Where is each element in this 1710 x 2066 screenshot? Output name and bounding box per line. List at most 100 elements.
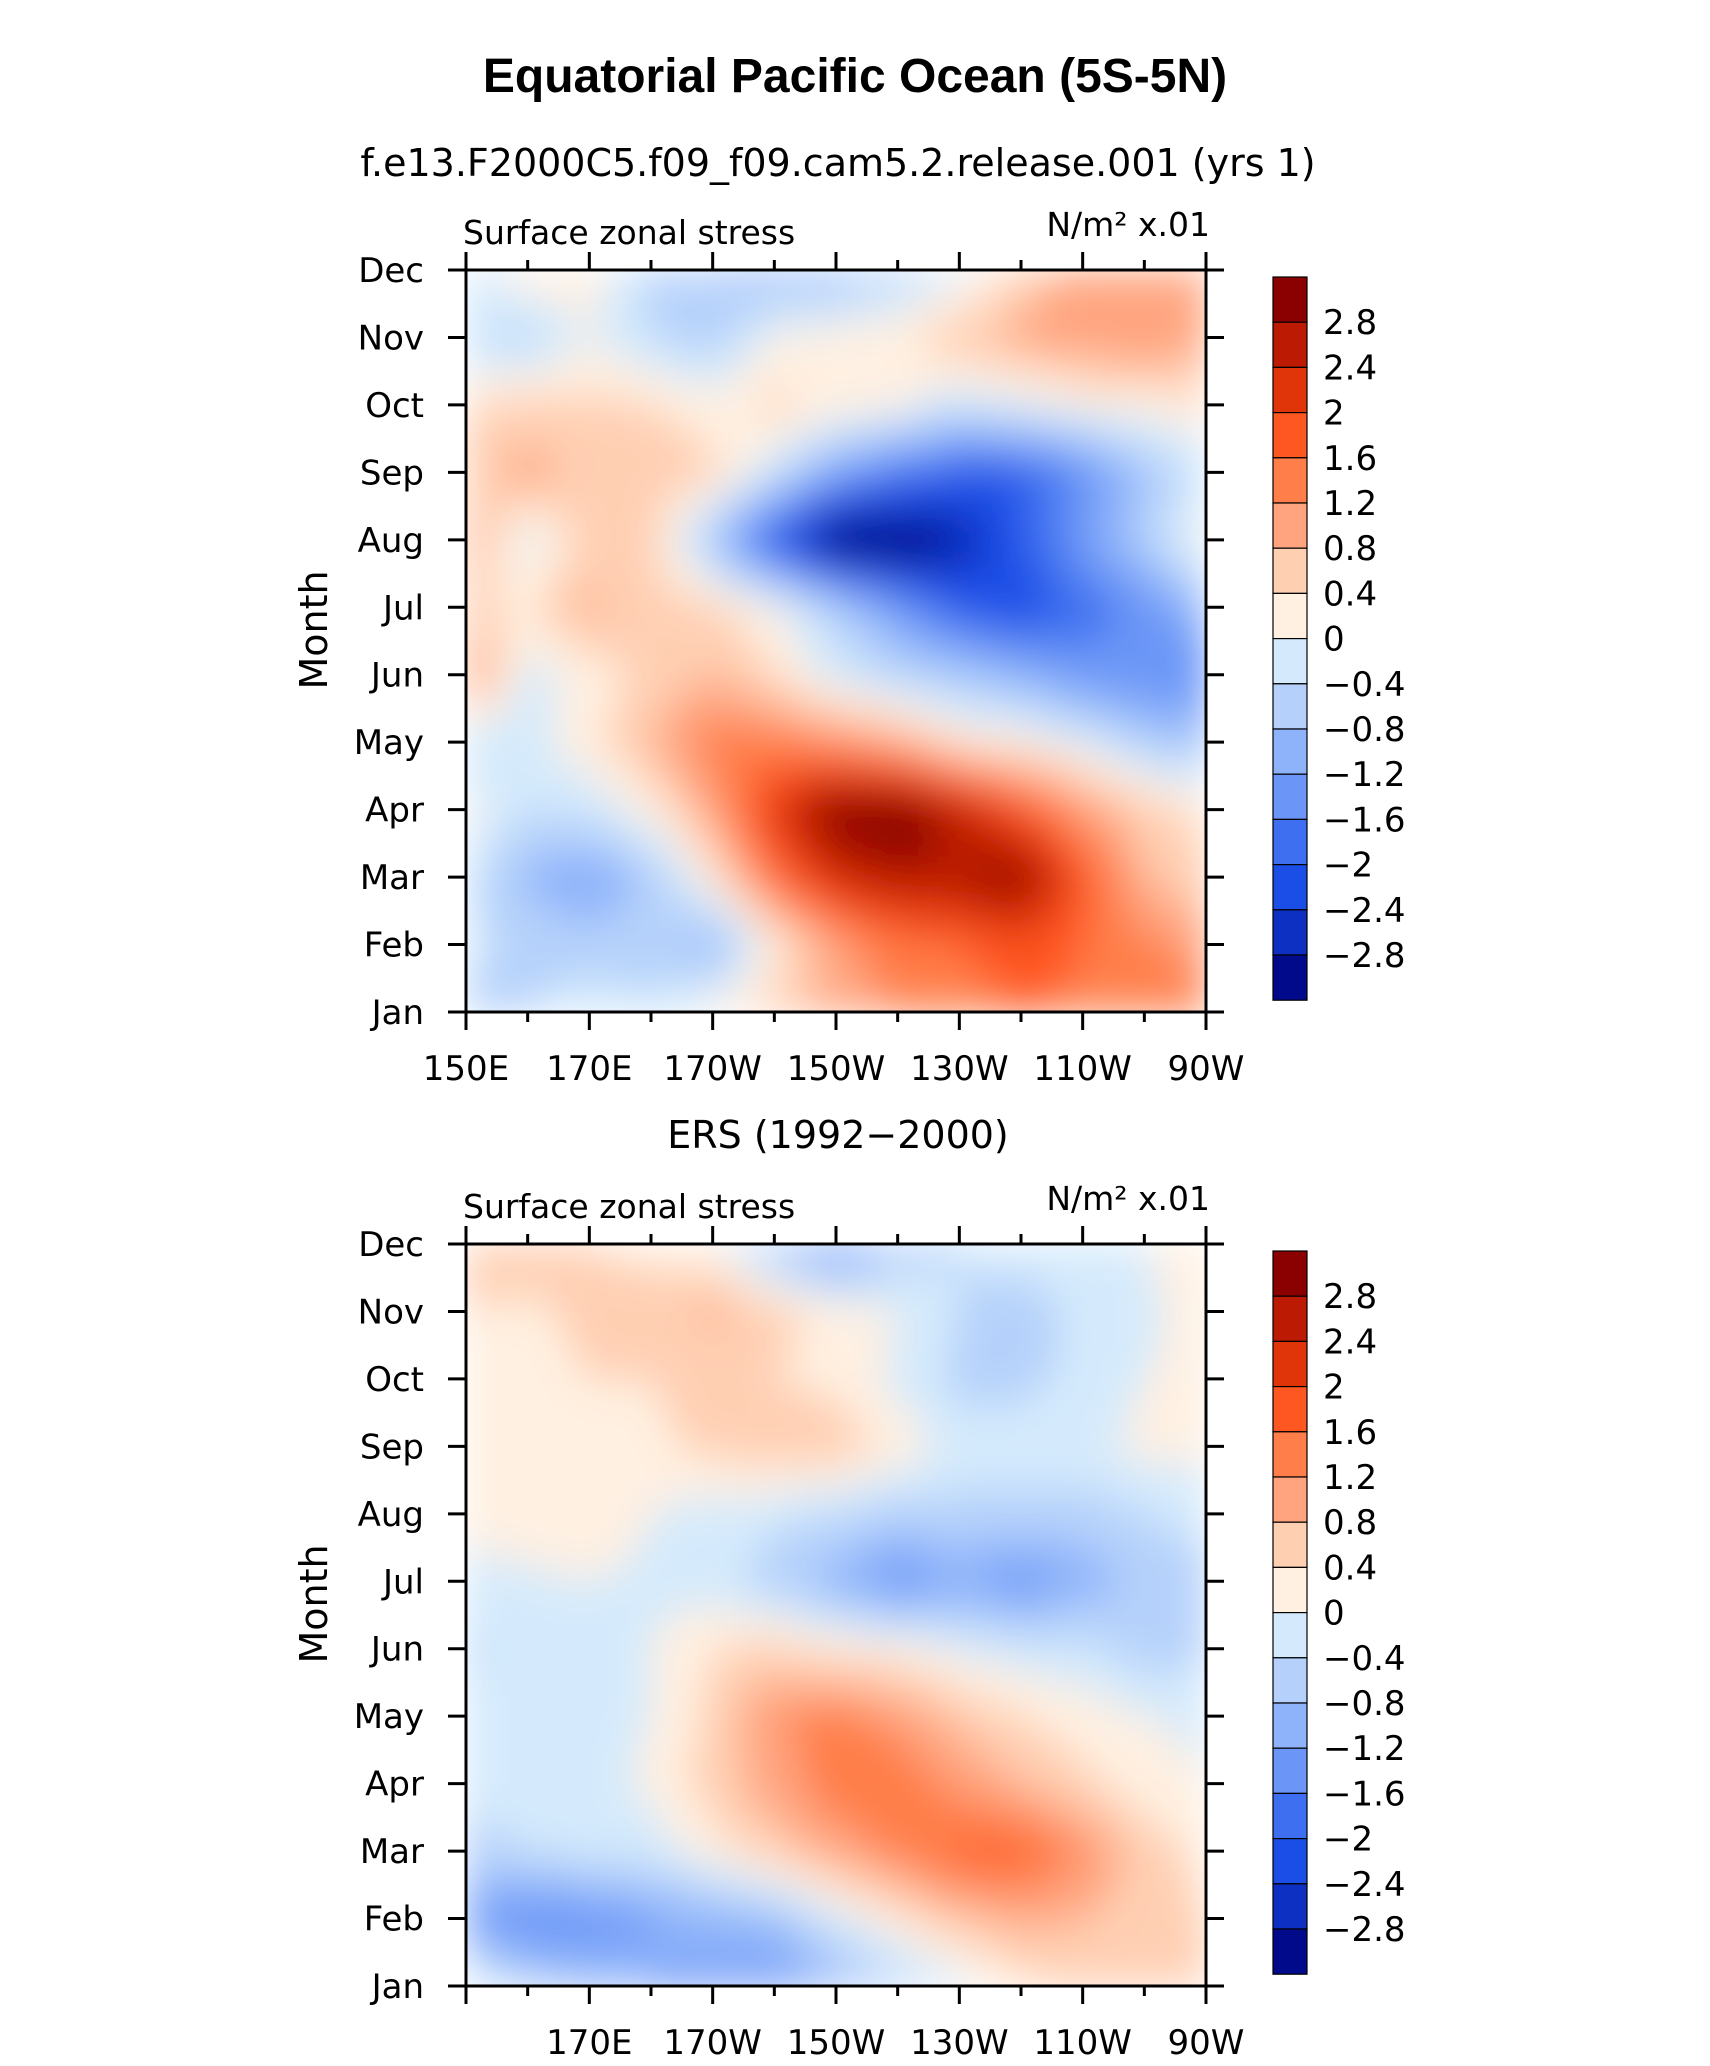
heatmap-cell <box>512 986 521 996</box>
heatmap-cell <box>1175 742 1184 752</box>
heatmap-cell <box>473 615 483 625</box>
heatmap-cell <box>519 767 529 777</box>
heatmap-cell <box>1074 590 1084 600</box>
heatmap-cell <box>1036 733 1045 743</box>
heatmap-cell <box>920 893 930 904</box>
heatmap-cell <box>720 809 729 819</box>
heatmap-cell <box>974 826 984 836</box>
heatmap-cell <box>728 1003 737 1012</box>
heatmap-cell <box>735 944 745 954</box>
heatmap-cell <box>1105 657 1115 667</box>
heatmap-cell <box>589 742 598 752</box>
heatmap-cell <box>1098 910 1107 920</box>
heatmap-cell <box>566 1003 575 1012</box>
heatmap-cell <box>1113 818 1122 828</box>
heatmap-cell <box>735 919 745 929</box>
heatmap-cell <box>527 969 536 979</box>
heatmap-cell <box>597 624 606 634</box>
heatmap-cell <box>1044 961 1053 971</box>
heatmap-cell <box>1059 952 1068 963</box>
heatmap-cell <box>543 683 552 693</box>
heatmap-cell <box>689 666 698 676</box>
heatmap-cell <box>928 978 937 988</box>
heatmap-cell <box>643 598 652 608</box>
heatmap-cell <box>820 590 829 600</box>
heatmap-cell <box>1021 986 1030 996</box>
heatmap-cell <box>859 995 868 1005</box>
heatmap-cell <box>1098 750 1107 760</box>
heatmap-cell <box>566 843 575 853</box>
heatmap-cell <box>519 986 529 996</box>
heatmap-cell <box>1074 615 1084 625</box>
heatmap-cell <box>1021 834 1030 845</box>
heatmap-cell <box>535 573 544 583</box>
heatmap-cell <box>1090 927 1099 937</box>
heatmap-cell <box>943 995 953 1005</box>
heatmap-cell <box>951 893 960 904</box>
heatmap-cell <box>1152 624 1161 634</box>
heatmap-cell <box>643 902 652 912</box>
heatmap-cell <box>874 944 883 954</box>
heatmap-cell <box>859 919 868 929</box>
heatmap-cell <box>597 641 606 651</box>
heatmap-cell <box>959 843 968 853</box>
heatmap-cell <box>720 877 729 887</box>
heatmap-cell <box>967 893 976 904</box>
heatmap-cell <box>704 927 714 937</box>
heatmap-cell <box>1013 978 1022 988</box>
heatmap-cell <box>774 927 783 937</box>
heatmap-cell <box>951 742 960 752</box>
heatmap-cell <box>758 843 768 853</box>
heatmap-cell <box>674 1003 683 1012</box>
heatmap-cell <box>882 792 891 802</box>
heatmap-cell <box>674 978 683 988</box>
heatmap-cell <box>1051 834 1061 845</box>
heatmap-cell <box>1028 944 1038 954</box>
heatmap-cell <box>859 851 868 861</box>
heatmap-cell <box>990 590 999 600</box>
heatmap-cell <box>466 978 475 988</box>
heatmap-cell <box>782 843 791 853</box>
heatmap-cell <box>913 961 922 971</box>
heatmap-cell <box>905 792 914 802</box>
heatmap-cell <box>535 944 544 954</box>
heatmap-cell <box>581 691 590 701</box>
heatmap-cell <box>843 607 853 617</box>
heatmap-cell <box>866 750 876 760</box>
heatmap-cell <box>905 936 914 946</box>
heatmap-cell <box>859 649 868 659</box>
heatmap-cell <box>1182 725 1192 735</box>
heatmap-cell <box>589 885 598 895</box>
heatmap-cell <box>782 952 791 963</box>
heatmap-cell <box>1013 759 1022 769</box>
heatmap-cell <box>797 1003 806 1012</box>
heatmap-cell <box>828 801 837 811</box>
heatmap-cell <box>1136 843 1145 853</box>
heatmap-cell <box>635 666 644 676</box>
heatmap-cell <box>889 742 899 752</box>
heatmap-cell <box>836 944 845 954</box>
heatmap-cell <box>1144 624 1153 634</box>
heatmap-cell <box>481 885 490 895</box>
heatmap-cell <box>1113 759 1122 769</box>
heatmap-cell <box>1013 784 1022 794</box>
heatmap-cell <box>1074 784 1084 794</box>
heatmap-cell <box>1051 792 1061 802</box>
heatmap-cell <box>543 818 552 828</box>
heatmap-cell <box>959 834 968 845</box>
heatmap-cell <box>720 598 729 608</box>
heatmap-cell <box>697 683 706 693</box>
heatmap-cell <box>905 767 914 777</box>
heatmap-cell <box>1159 801 1169 811</box>
heatmap-cell <box>720 902 729 912</box>
heatmap-cell <box>589 649 598 659</box>
heatmap-cell <box>812 1003 822 1012</box>
heatmap-cell <box>1051 641 1061 651</box>
heatmap-cell <box>1144 700 1153 710</box>
heatmap-cell <box>782 919 791 929</box>
heatmap-cell <box>489 986 498 996</box>
heatmap-cell <box>874 826 883 836</box>
heatmap-cell <box>828 691 837 701</box>
heatmap-cell <box>1167 995 1176 1005</box>
heatmap-cell <box>704 944 714 954</box>
